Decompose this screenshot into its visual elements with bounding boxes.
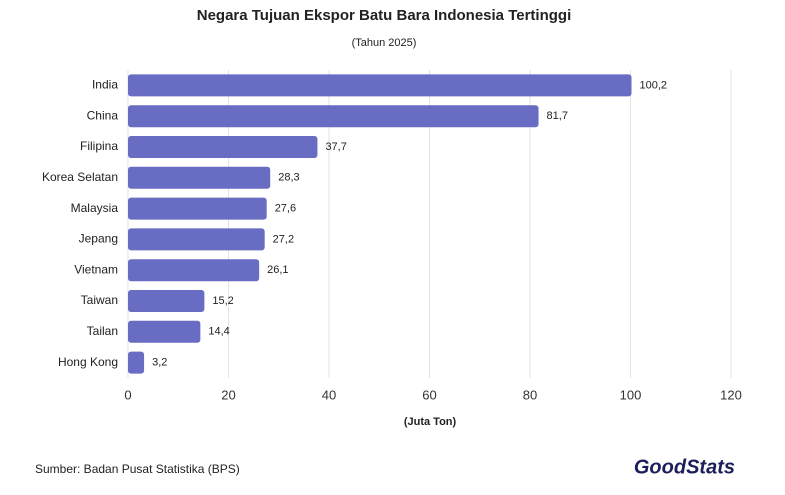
value-label: 28,3 [278, 172, 299, 184]
bar [128, 320, 201, 343]
x-tick-label: 0 [124, 387, 131, 402]
y-tick-label: Taiwan [81, 293, 118, 307]
value-label: 37,7 [325, 141, 346, 153]
x-tick-label: 80 [523, 387, 537, 402]
value-label: 26,1 [267, 264, 288, 276]
value-label: 100,2 [640, 79, 668, 91]
value-label: 81,7 [547, 110, 568, 122]
logo: GoodStats [634, 456, 735, 478]
x-tick-label: 120 [720, 387, 742, 402]
chart-subtitle: (Tahun 2025) [352, 37, 417, 49]
y-tick-label: Jepang [79, 232, 118, 246]
value-label: 14,4 [208, 326, 229, 338]
bar [128, 105, 539, 128]
x-tick-label: 20 [221, 387, 235, 402]
y-tick-label: China [87, 108, 119, 122]
y-tick-label: Vietnam [74, 262, 118, 276]
bar [128, 351, 145, 374]
x-tick-label: 40 [322, 387, 336, 402]
y-tick-label: Hong Kong [58, 355, 118, 369]
y-tick-label: Malaysia [71, 201, 119, 215]
x-tick-label: 60 [422, 387, 436, 402]
x-axis-label: (Juta Ton) [404, 416, 457, 428]
y-tick-label: Filipina [80, 139, 118, 153]
x-tick-label: 100 [620, 387, 642, 402]
value-label: 15,2 [212, 295, 233, 307]
bar [128, 228, 265, 251]
bar [128, 166, 271, 189]
y-tick-label: India [92, 78, 118, 92]
y-tick-label: Tailan [87, 324, 118, 338]
bar [128, 290, 205, 312]
chart-title: Negara Tujuan Ekspor Batu Bara Indonesia… [197, 7, 572, 24]
bar [128, 74, 632, 97]
value-label: 3,2 [152, 357, 167, 369]
bar [128, 197, 267, 220]
bar [128, 259, 260, 282]
source: Sumber: Badan Pusat Statistika (BPS) [35, 462, 240, 476]
bar [128, 136, 318, 158]
y-tick-label: Korea Selatan [42, 170, 118, 184]
value-label: 27,6 [275, 203, 296, 215]
value-label: 27,2 [273, 233, 294, 245]
